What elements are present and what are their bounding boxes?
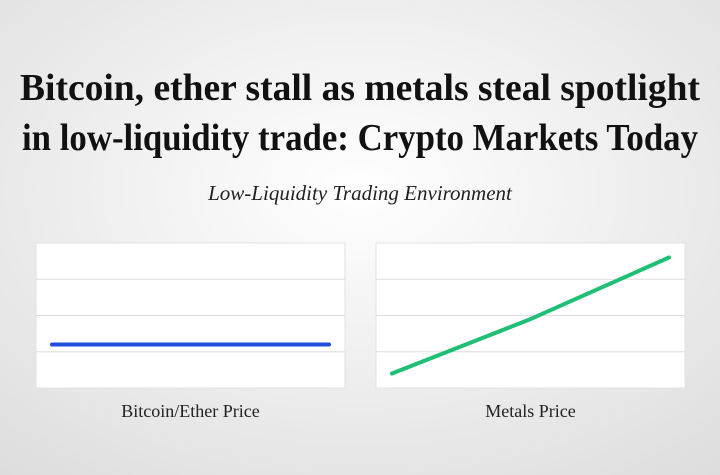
title-line: Bitcoin, ether stall as metals steal spo… (20, 67, 700, 109)
title-line: in low-liquidity trade: Crypto Markets T… (22, 117, 698, 159)
chart-caption: Bitcoin/Ether Price (121, 401, 259, 421)
chart-caption: Metals Price (485, 401, 575, 421)
subtitle: Low-Liquidity Trading Environment (207, 181, 513, 205)
data-line (390, 255, 671, 376)
